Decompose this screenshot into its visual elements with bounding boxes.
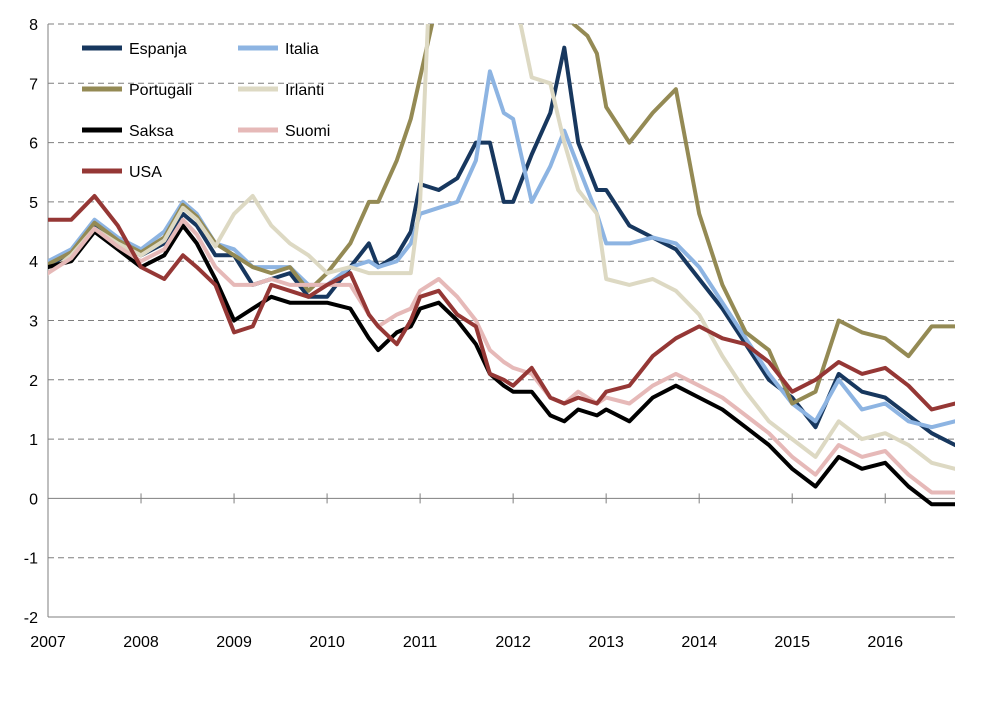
series-lines (48, 24, 955, 507)
x-tick-label: 2016 (867, 634, 903, 651)
legend-label-portugali: Portugali (129, 82, 192, 99)
y-tick-label: 5 (29, 195, 38, 212)
x-tick-label: 2015 (774, 634, 810, 651)
series-line-suomi (48, 217, 955, 495)
y-tick-label: 0 (29, 491, 38, 508)
legend-label-italia: Italia (285, 41, 319, 58)
y-tick-label: 7 (29, 76, 38, 93)
x-tick-label: 2014 (681, 634, 717, 651)
x-tick-label: 2013 (588, 634, 624, 651)
legend-label-saksa: Saksa (129, 123, 174, 140)
series-line-irlanti (48, 24, 955, 471)
legend-label-usa: USA (129, 164, 162, 181)
x-tick-label: 2011 (403, 634, 438, 651)
gridlines (48, 23, 955, 559)
series-line-saksa (48, 223, 955, 507)
series-line-espanja (48, 45, 955, 447)
legend-label-suomi: Suomi (285, 123, 330, 140)
series-line-usa (48, 194, 955, 412)
axes (47, 24, 955, 618)
y-tick-label: -1 (24, 551, 38, 568)
y-tick-label: 1 (29, 432, 38, 449)
y-tick-label: 8 (29, 17, 38, 34)
y-tick-label: -2 (24, 610, 38, 627)
series-line-italia (48, 69, 955, 430)
legend-label-espanja: Espanja (129, 41, 187, 58)
x-tick-label: 2008 (123, 634, 159, 651)
x-tick-label: 2007 (30, 634, 66, 651)
y-tick-label: 2 (29, 373, 38, 390)
x-tick-label: 2012 (495, 634, 531, 651)
y-tick-label: 4 (29, 254, 38, 271)
legend: Espanja Italia Portugali Irlanti Saksa Suomi U… (82, 41, 330, 181)
tick-labels: -2 -1 0 1 2 3 4 5 6 7 8 2007 2008 2009 2010 2011 2012 201… (24, 17, 903, 651)
y-tick-label: 3 (29, 314, 38, 331)
y-tick-label: 6 (29, 136, 38, 153)
x-tick-label: 2010 (309, 634, 345, 651)
x-tick-label: 2009 (216, 634, 252, 651)
legend-label-irlanti: Irlanti (285, 82, 324, 99)
